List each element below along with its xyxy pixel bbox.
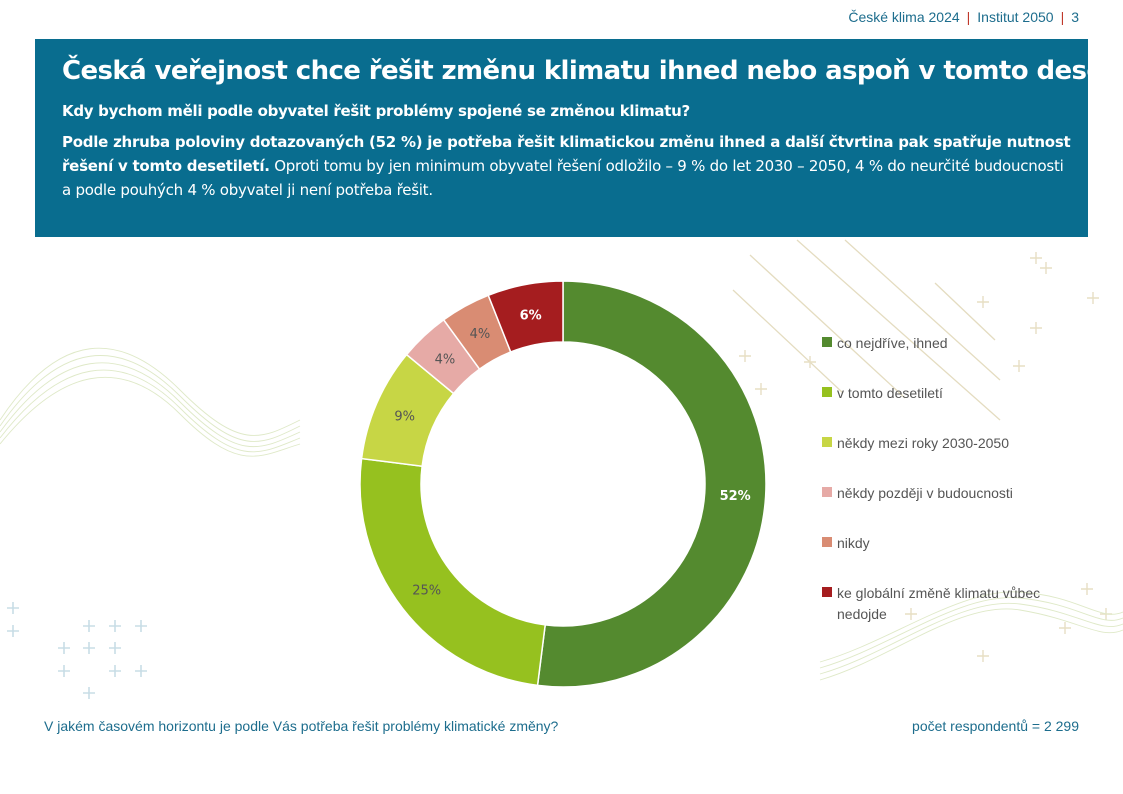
page-title: Česká veřejnost chce řešit změnu klimatu… [62, 56, 1123, 86]
slice-value-label: 9% [394, 409, 415, 424]
legend-item: co nejdříve, ihned [822, 333, 1082, 383]
legend-item: v tomto desetiletí [822, 383, 1082, 433]
header-separator: | [1060, 9, 1065, 25]
legend-label: někdy později v budoucnosti [837, 485, 1013, 501]
donut-slice [442, 294, 512, 371]
legend-item: někdy mezi roky 2030-2050 [822, 433, 1082, 483]
report-name: České klima 2024 [848, 9, 960, 25]
legend-label: ke globální změně klimatu vůbec nedojde [837, 585, 1041, 622]
donut-slice [405, 318, 481, 395]
slice-value-label: 4% [470, 327, 491, 342]
legend-swatch [822, 487, 832, 497]
donut-slice [360, 353, 455, 468]
legend-swatch [822, 437, 832, 447]
slice-value-label: 52% [720, 489, 751, 504]
legend-swatch [822, 387, 832, 397]
donut-slice [487, 280, 564, 353]
legend-swatch [822, 587, 832, 597]
summary-text: Podle zhruba poloviny dotazovaných (52 %… [62, 130, 1072, 202]
respondent-count: počet respondentů = 2 299 [912, 718, 1079, 734]
donut-slice [359, 457, 547, 687]
page-subtitle: Kdy bychom měli podle obyvatel řešit pro… [62, 102, 690, 120]
slice-value-label: 25% [412, 584, 441, 599]
legend-item: ke globální změně klimatu vůbec nedojde [822, 583, 1082, 633]
title-banner: Česká veřejnost chce řešit změnu klimatu… [35, 39, 1123, 237]
legend-swatch [822, 337, 832, 347]
legend-label: co nejdříve, ihned [837, 335, 948, 351]
legend-label: nikdy [837, 535, 870, 551]
slice-value-label: 4% [435, 352, 456, 367]
chart-legend: co nejdříve, ihned v tomto desetiletí někd… [822, 333, 1082, 633]
survey-question: V jakém časovém horizontu je podle Vás p… [44, 718, 559, 734]
legend-swatch [822, 537, 832, 547]
legend-item: nikdy [822, 533, 1082, 583]
legend-label: někdy mezi roky 2030-2050 [837, 435, 1009, 451]
header-separator: | [966, 9, 971, 25]
institute-name: Institut 2050 [977, 9, 1054, 25]
slice-value-label: 6% [520, 309, 542, 324]
summary-rest: Oproti tomu by jen minimum obyvatel řeše… [62, 157, 1064, 199]
page-header: České klima 2024 | Institut 2050 | 3 [848, 9, 1079, 25]
summary-bold: Podle zhruba poloviny dotazovaných (52 %… [62, 133, 1071, 175]
donut-slice [536, 280, 767, 688]
page-number: 3 [1071, 9, 1079, 25]
legend-item: někdy později v budoucnosti [822, 483, 1082, 533]
legend-label: v tomto desetiletí [837, 385, 943, 401]
